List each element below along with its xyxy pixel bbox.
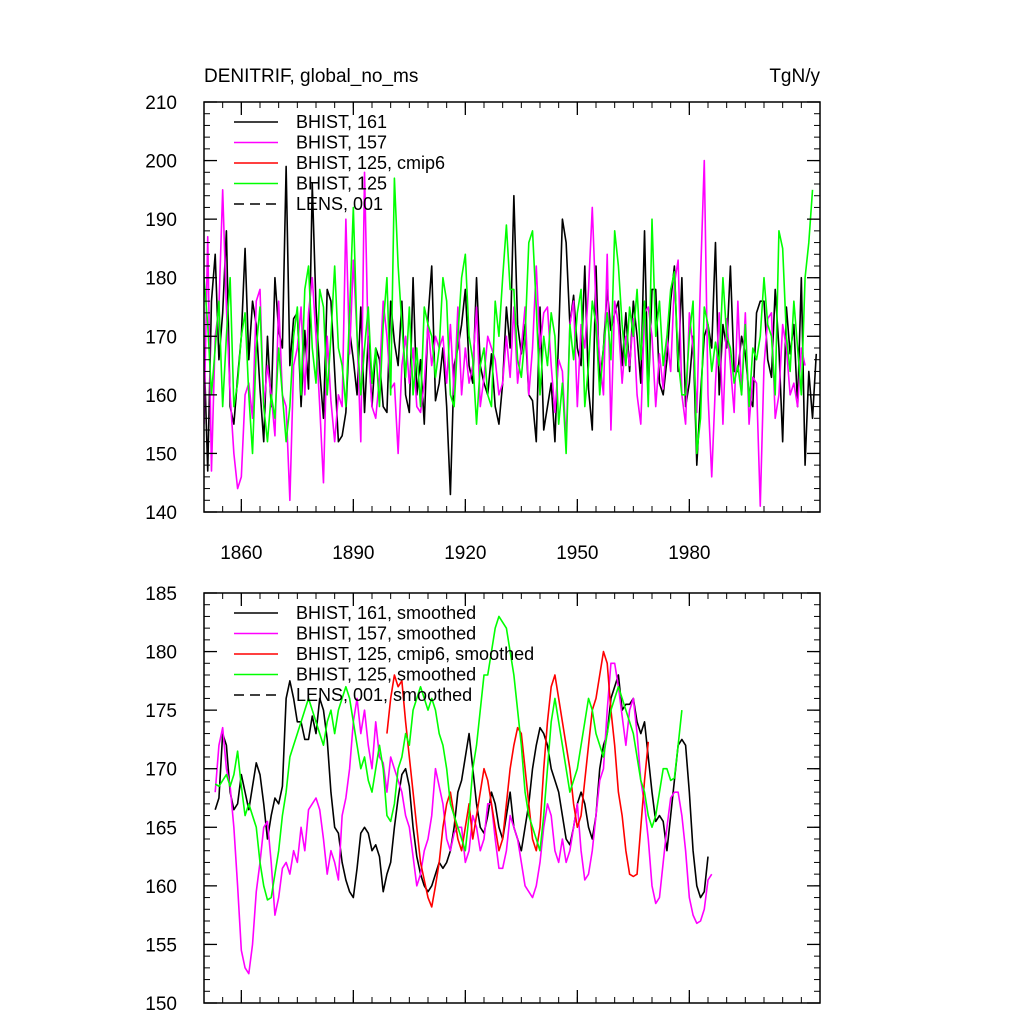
top-series-group xyxy=(204,159,818,507)
top-legend-label: BHIST, 125, cmip6 xyxy=(296,153,445,173)
panel-top: 1860 1890 1920 1950 1980 140 150 160 170 180 190 20… xyxy=(145,93,821,564)
top-legend-label: BHIST, 157 xyxy=(296,133,387,153)
top-series-line-0 xyxy=(204,165,818,496)
top-plot-frame xyxy=(203,101,821,513)
top-x-tick-label: 1860 xyxy=(220,543,262,564)
bottom-legend-label: BHIST, 125, cmip6, smoothed xyxy=(296,644,534,664)
top-x-tick-label: 1890 xyxy=(332,543,374,564)
bottom-y-tick-label: 155 xyxy=(145,935,177,956)
panel-bottom: 150 155 160 165 170 175 180 185 BHIST, 161, smoo… xyxy=(145,584,821,1015)
bottom-y-tick-label: 150 xyxy=(145,994,177,1015)
top-y-tick-label: 150 xyxy=(145,444,177,465)
top-x-tick-label: 1950 xyxy=(556,543,598,564)
top-legend-label: BHIST, 125 xyxy=(296,174,387,194)
bottom-y-tick-label: 185 xyxy=(145,584,177,605)
top-y-tick-label: 210 xyxy=(145,93,177,114)
top-y-tick-label: 140 xyxy=(145,503,177,524)
bottom-series-line-3 xyxy=(214,615,683,901)
top-y-tick-label: 180 xyxy=(145,269,177,290)
bottom-y-tick-label: 180 xyxy=(145,643,177,664)
top-y-tick-label: 190 xyxy=(145,210,177,231)
bottom-plot-frame xyxy=(203,592,821,1004)
bottom-series-line-1 xyxy=(214,662,713,975)
bottom-y-tick-label: 165 xyxy=(145,818,177,839)
top-legend-label: LENS, 001 xyxy=(296,194,383,214)
top-series-line-3 xyxy=(204,177,814,455)
bottom-legend-label: BHIST, 161, smoothed xyxy=(296,603,476,623)
top-x-tick-label: 1980 xyxy=(668,543,710,564)
top-legend-label: BHIST, 161 xyxy=(296,112,387,132)
bottom-series-line-0 xyxy=(214,674,709,899)
chart-units-label: TgN/y xyxy=(769,66,820,87)
top-x-tick-label: 1920 xyxy=(444,543,486,564)
bottom-y-tick-label: 170 xyxy=(145,760,177,781)
chart-title-left: DENITRIF, global_no_ms xyxy=(204,66,418,87)
bottom-legend-label: BHIST, 125, smoothed xyxy=(296,665,476,685)
top-series-line-1 xyxy=(204,159,806,507)
bottom-y-tick-label: 160 xyxy=(145,877,177,898)
top-y-tick-label: 170 xyxy=(145,327,177,348)
top-y-tick-label: 200 xyxy=(145,152,177,173)
top-y-tick-label: 160 xyxy=(145,386,177,407)
bottom-legend-label: LENS, 001, smoothed xyxy=(296,685,472,705)
bottom-y-tick-label: 175 xyxy=(145,701,177,722)
bottom-legend-label: BHIST, 157, smoothed xyxy=(296,624,476,644)
bottom-series-group xyxy=(214,615,713,975)
bottom-series-line-2 xyxy=(386,650,650,908)
